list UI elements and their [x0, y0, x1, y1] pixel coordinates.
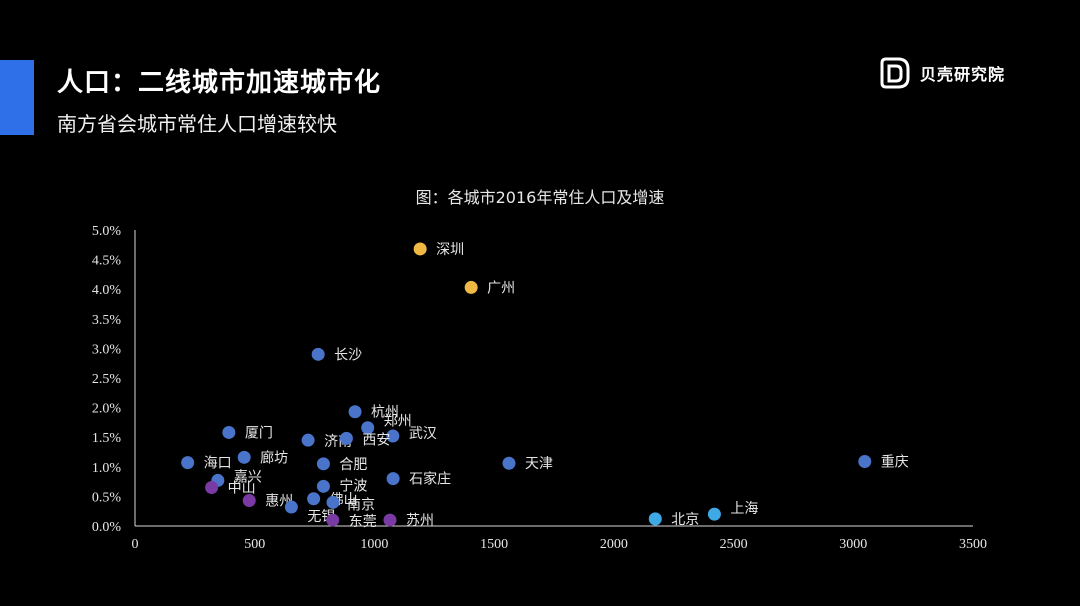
data-point — [386, 429, 400, 443]
data-point — [502, 456, 516, 470]
point-label: 广州 — [487, 280, 515, 296]
point-label: 重庆 — [881, 454, 909, 470]
x-tick-label: 500 — [244, 537, 265, 552]
y-tick-label: 1.0% — [92, 461, 122, 476]
point-label: 长沙 — [334, 347, 362, 363]
data-point — [316, 479, 330, 493]
accent-bar — [0, 60, 34, 135]
point-label: 合肥 — [339, 457, 367, 473]
data-point — [386, 472, 400, 486]
data-point — [339, 431, 353, 445]
point-label: 北京 — [671, 512, 699, 528]
x-tick-label: 0 — [132, 537, 139, 552]
y-tick-label: 1.5% — [92, 431, 122, 446]
data-point — [284, 500, 298, 514]
data-point — [858, 454, 872, 468]
point-label: 天津 — [525, 456, 553, 472]
data-point — [707, 507, 721, 521]
data-point — [316, 457, 330, 471]
page-title: 人口：二线城市加速城市化 — [57, 68, 382, 98]
brand-logo: 贝壳研究院 — [878, 56, 1005, 90]
x-tick-label: 1500 — [480, 537, 508, 552]
point-label: 苏州 — [406, 513, 434, 529]
x-tick-label: 2500 — [720, 537, 748, 552]
point-label: 宁波 — [339, 477, 367, 494]
y-tick-label: 2.0% — [92, 402, 122, 417]
point-label: 海口 — [204, 456, 232, 472]
data-point — [301, 433, 315, 447]
data-point — [326, 513, 340, 527]
point-label: 西安 — [362, 432, 390, 448]
data-point — [237, 450, 251, 464]
point-label: 廊坊 — [260, 449, 288, 466]
data-point — [181, 456, 195, 470]
y-tick-label: 0.0% — [92, 520, 122, 535]
data-point — [648, 512, 662, 526]
data-point — [464, 280, 478, 294]
point-label: 南京 — [347, 497, 375, 513]
shell-logo-icon — [880, 57, 910, 89]
brand-name: 贝壳研究院 — [920, 65, 1006, 84]
point-label: 深圳 — [436, 242, 464, 258]
data-point — [205, 481, 219, 495]
data-point — [361, 421, 375, 435]
point-label: 东莞 — [349, 514, 377, 530]
data-point — [307, 492, 321, 506]
y-tick-label: 4.0% — [92, 283, 122, 298]
point-label: 石家庄 — [409, 471, 451, 488]
point-label: 厦门 — [245, 425, 273, 441]
y-tick-label: 0.5% — [92, 490, 122, 505]
point-label: 杭州 — [371, 405, 399, 421]
data-point — [242, 494, 256, 508]
chart-title: 图：各城市2016年常住人口及增速 — [415, 188, 665, 207]
point-label: 上海 — [730, 501, 758, 517]
y-tick-label: 2.5% — [92, 372, 122, 387]
y-tick-label: 3.0% — [92, 342, 122, 357]
data-point — [311, 347, 325, 361]
data-point — [383, 513, 397, 527]
x-tick-label: 3500 — [959, 537, 987, 552]
x-tick-label: 2000 — [600, 537, 628, 552]
y-tick-label: 4.5% — [92, 254, 122, 269]
page-subtitle: 南方省会城市常住人口增速较快 — [57, 112, 337, 136]
x-tick-label: 1000 — [360, 537, 388, 552]
y-tick-label: 3.5% — [92, 313, 122, 328]
data-point — [348, 405, 362, 419]
data-point — [326, 495, 340, 509]
data-point — [413, 242, 427, 256]
point-label: 武汉 — [409, 426, 437, 442]
point-label: 嘉兴 — [234, 469, 262, 485]
point-label: 中山 — [228, 481, 256, 497]
y-tick-label: 5.0% — [92, 224, 122, 239]
point-label: 郑州 — [384, 414, 412, 430]
x-tick-label: 3000 — [839, 537, 867, 552]
data-point — [222, 425, 236, 439]
